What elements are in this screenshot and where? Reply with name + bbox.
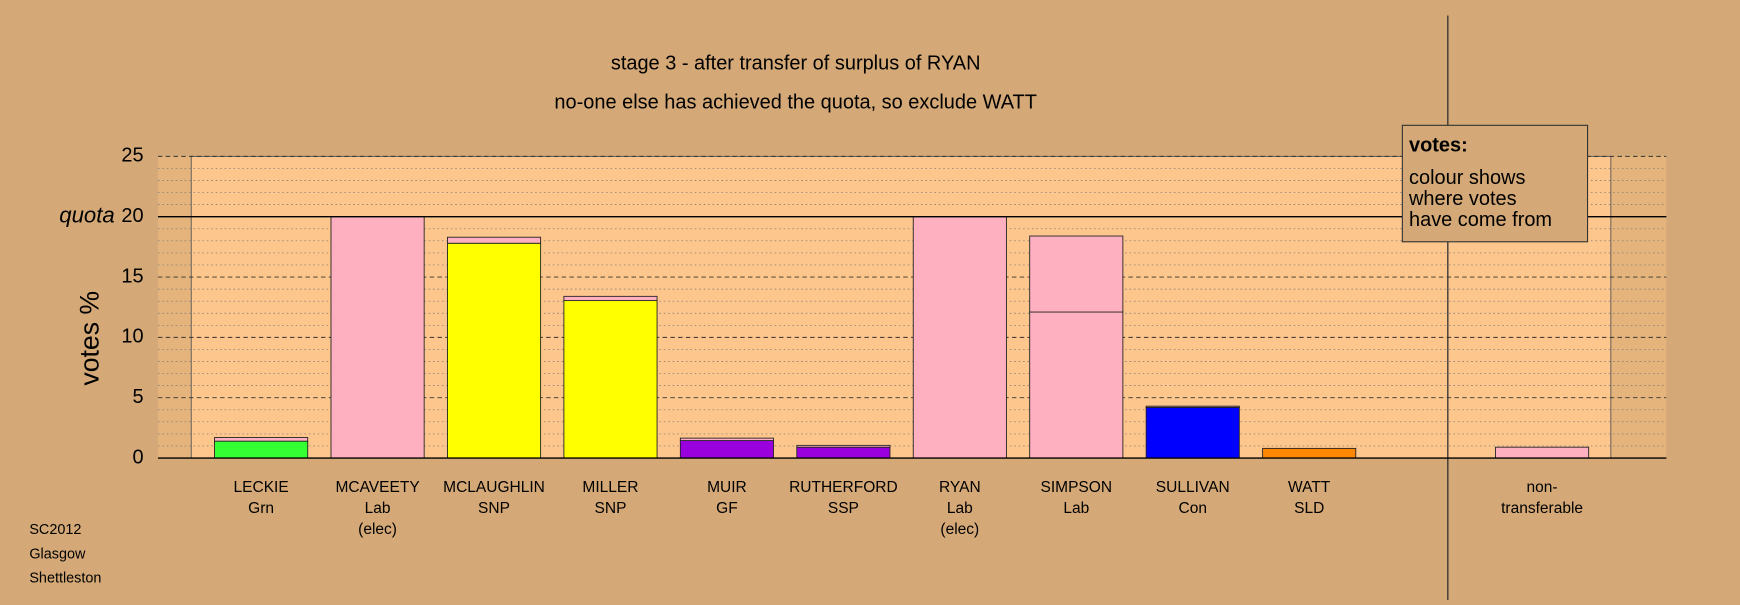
- title: stage 3 - after transfer of surplus of R…: [611, 53, 981, 75]
- footer: Shettleston: [29, 571, 101, 587]
- x-tick-label: SULLIVAN: [1156, 479, 1230, 496]
- x-tick-label: Lab: [365, 500, 391, 517]
- x-tick-label: Grn: [248, 500, 274, 517]
- bar-segment: [330, 216, 425, 459]
- legend: votes: colour shows where votes have com…: [1401, 124, 1589, 243]
- x-tick-label: WATT: [1288, 479, 1331, 496]
- bar-segment: [679, 440, 774, 459]
- x-tick-label: MUIR: [707, 479, 747, 496]
- y-tick-label: 20: [121, 205, 143, 227]
- y-tick-label: 0: [132, 446, 143, 468]
- y-tick-label: 10: [121, 326, 143, 348]
- footer: SC2012: [29, 522, 81, 538]
- plot: 0 5 10 15 20 25 LECKIE Grn MCAVEETY Lab (elec) MCLA…: [59, 145, 1667, 538]
- x-tick-label: (elec): [358, 521, 397, 538]
- bar-segment: [1145, 406, 1240, 459]
- bar-segment: [214, 437, 309, 442]
- subtitle: no-one else has achieved the quota, so e…: [554, 91, 1036, 113]
- x-tick-label: (elec): [940, 521, 979, 538]
- bar-segment: [1029, 311, 1124, 459]
- x-tick-label: MILLER: [582, 479, 638, 496]
- bar-segment: [679, 437, 774, 441]
- x-tick-label: SLD: [1294, 500, 1324, 517]
- x-tick-label: RUTHERFORD: [789, 479, 898, 496]
- bar-segment: [447, 236, 542, 244]
- x-tick-label: SNP: [595, 500, 627, 517]
- x-tick-label: MCAVEETY: [335, 479, 420, 496]
- x-tick-label: Lab: [1063, 500, 1089, 517]
- bar-segment: [1029, 235, 1124, 313]
- x-tick-label: SSP: [828, 500, 859, 517]
- x-tick-label: Lab: [947, 500, 973, 517]
- footer: Glasgow: [29, 546, 86, 562]
- x-tick-label: non-: [1527, 479, 1558, 496]
- bar-segment: [563, 295, 658, 302]
- legend-text: have come from: [1409, 209, 1552, 231]
- legend-title: votes:: [1409, 135, 1468, 157]
- bar-segment: [563, 300, 658, 459]
- quota-label: quota: [59, 203, 114, 228]
- bar-segment: [1145, 405, 1240, 408]
- bar-segment: [447, 242, 542, 459]
- legend-box: [1401, 124, 1589, 243]
- legend-text: where votes: [1408, 188, 1517, 210]
- x-tick-label: GF: [716, 500, 738, 517]
- bar-segment: [912, 216, 1007, 459]
- legend-text: colour shows: [1409, 167, 1525, 189]
- x-tick-label: SNP: [478, 500, 510, 517]
- bar-segment: [214, 440, 309, 459]
- x-tick-label: SIMPSON: [1041, 479, 1113, 496]
- y-tick-label: 15: [121, 265, 143, 287]
- bar-segment: [796, 444, 891, 448]
- y-tick-label: 5: [132, 386, 143, 408]
- y-axis-label: votes %: [74, 291, 104, 386]
- plot-inner: [190, 155, 1612, 459]
- x-tick-label: LECKIE: [234, 479, 289, 496]
- x-tick-label: Con: [1179, 500, 1207, 517]
- bar-segment: [1495, 446, 1590, 459]
- bar-segment: [796, 446, 891, 459]
- x-tick-label: RYAN: [939, 479, 981, 496]
- x-tick-label: transferable: [1501, 500, 1583, 517]
- y-tick-label: 25: [121, 145, 143, 167]
- bar-segment: [1262, 447, 1357, 459]
- x-tick-label: MCLAUGHLIN: [443, 479, 545, 496]
